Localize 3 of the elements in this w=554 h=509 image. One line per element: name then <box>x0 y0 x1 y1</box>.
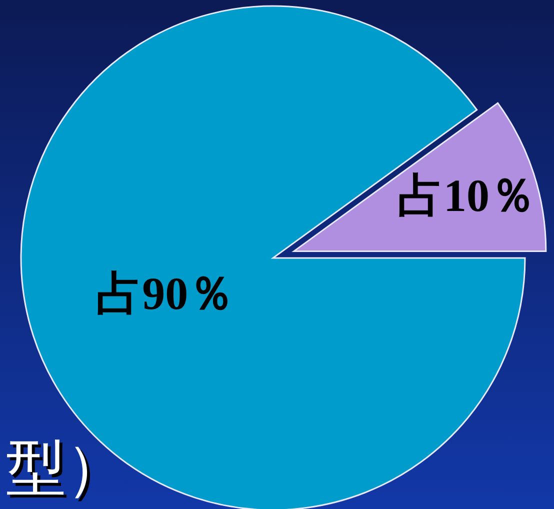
data-label: 占90％ <box>96 268 234 320</box>
data-label: 占10％ <box>397 170 536 222</box>
text: 型） <box>9 438 129 504</box>
